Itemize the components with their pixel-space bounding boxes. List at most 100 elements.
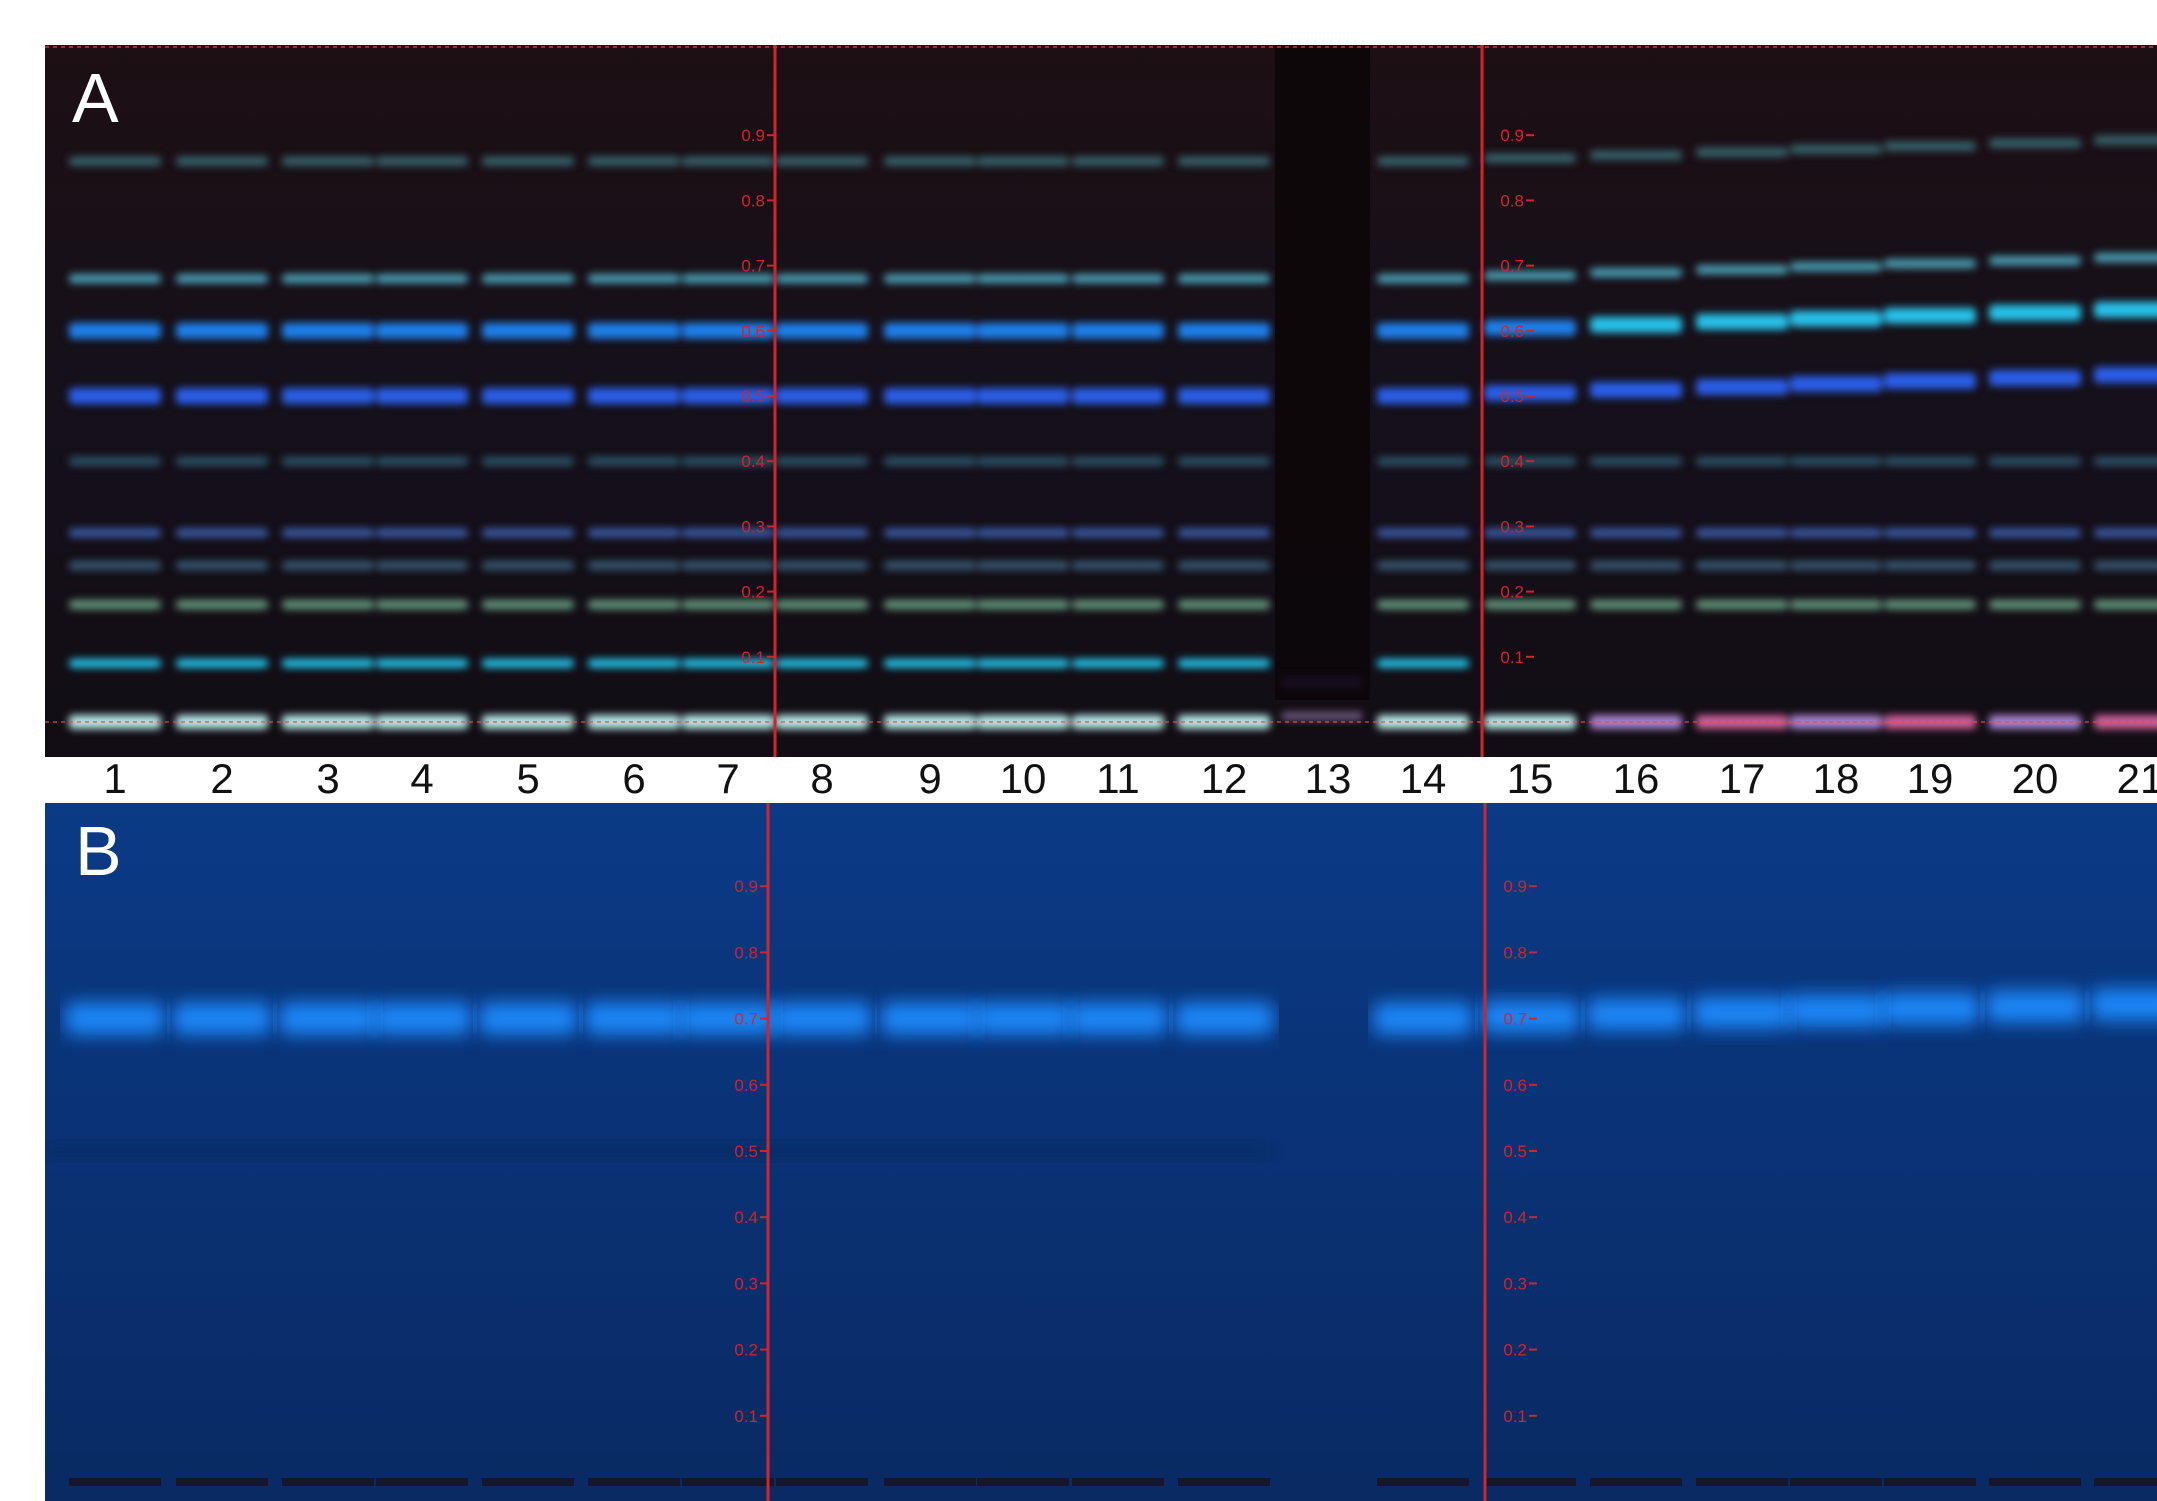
band [176,600,268,610]
band [1884,715,1976,729]
panel-b-bands [45,988,2157,1486]
rf-tick-label: 0.6 [734,1076,758,1095]
band [482,528,574,538]
rf-tick-label: 0.4 [1503,1208,1527,1227]
band [2094,561,2157,571]
rf-tick-label: 0.7 [1500,257,1524,276]
band [977,600,1069,610]
band [69,600,161,610]
band [1989,456,2081,466]
origin-spot [1590,1478,1682,1486]
band [973,1002,1073,1035]
band [2094,456,2157,466]
band [69,658,161,668]
band [1072,528,1164,538]
band [176,322,268,339]
band [1696,147,1788,157]
panel-a: 0.1 0.2 0.3 0.4 0.5 0.6 0.7 0.8 0.9 0.1 0.2 0.3 0.4 0… [45,45,2157,757]
band [1790,600,1882,610]
rf-tick-label: 0.9 [1500,126,1524,145]
band [482,156,574,166]
lane-number: 10 [1000,755,1047,802]
band [1880,992,1980,1025]
band [1985,990,2085,1023]
rf-tick-label: 0.9 [734,877,758,896]
origin-spot [1484,1478,1576,1486]
lane-number: 19 [1907,755,1954,802]
rf-tick-label: 0.4 [734,1208,758,1227]
rf-tick-label: 0.5 [734,1142,758,1161]
band [588,715,680,729]
band [776,600,868,610]
band [1072,456,1164,466]
band [1989,561,2081,571]
band [2090,988,2157,1021]
band [682,388,774,404]
band [588,156,680,166]
rf-tick-label: 0.4 [741,452,765,471]
band [1884,373,1976,389]
band [2094,600,2157,610]
band [1484,153,1576,163]
band [1590,600,1682,610]
rf-tick-label: 0.3 [734,1274,758,1293]
band [1373,1002,1473,1035]
band [282,274,374,284]
band [1884,561,1976,571]
band [1884,259,1976,269]
lane-number: 20 [2012,755,2059,802]
origin-spot [682,1478,774,1486]
lane-number: 17 [1719,755,1766,802]
panel-a-rf-scale: 0.1 0.2 0.3 0.4 0.5 0.6 0.7 0.8 0.9 0.1 0.2 0.3 0.4 0… [741,126,1534,667]
band [1072,274,1164,284]
band [1178,528,1270,538]
band [2094,253,2157,263]
origin-spot [1178,1478,1270,1486]
band [682,561,774,571]
origin-spot [1696,1478,1788,1486]
lane-number: 14 [1400,755,1447,802]
origin-spot [1884,1478,1976,1486]
band [372,1002,472,1035]
lane-number: 13 [1305,755,1352,802]
band [1989,256,2081,266]
rf-tick-label: 0.5 [1500,387,1524,406]
band [1282,712,1362,720]
band [1590,561,1682,571]
band [1072,388,1164,404]
band [977,322,1069,339]
band [682,274,774,284]
band [2094,301,2157,318]
origin-spot [282,1478,374,1486]
band [1484,385,1576,401]
band [69,528,161,538]
panel-b: 0.1 0.2 0.3 0.4 0.5 0.6 0.7 0.8 0.9 0.1 0.2 0.3 0.4 0… [45,803,2157,1501]
band [884,456,976,466]
rf-tick-label: 0.7 [741,257,765,276]
band [482,274,574,284]
band [588,456,680,466]
band [376,274,468,284]
lane-number-strip: 1 2 3 4 5 6 7 8 9 10 11 12 13 14 15 16 17 18 19 20 21 [0,755,2157,803]
band [376,388,468,404]
band [1790,144,1882,154]
band [1484,528,1576,538]
band [282,658,374,668]
lane-number: 11 [1096,755,1140,802]
band [682,600,774,610]
rf-tick-label: 0.7 [734,1010,758,1029]
band [884,388,976,404]
band [1884,141,1976,151]
band [2094,135,2157,145]
rf-tick-label: 0.8 [734,943,758,962]
lane-number: 2 [210,755,233,802]
origin-spot [588,1478,680,1486]
band [176,274,268,284]
band [1484,271,1576,281]
lane-number: 15 [1507,755,1554,802]
band [1072,322,1164,339]
band [776,388,868,404]
band [1590,715,1682,729]
rf-tick-label: 0.6 [1500,322,1524,341]
